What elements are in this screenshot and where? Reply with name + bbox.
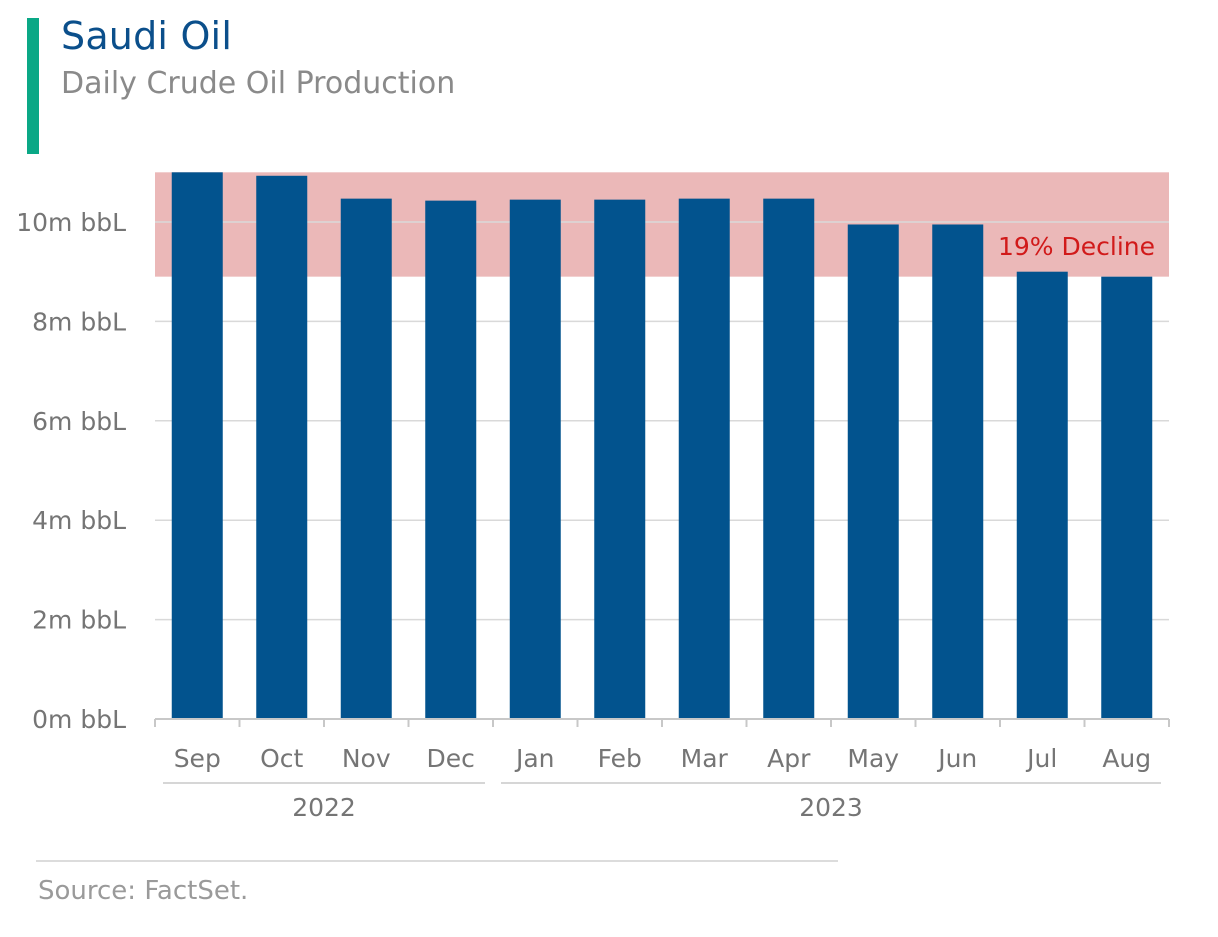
title-accent-bar bbox=[27, 18, 39, 154]
bar bbox=[509, 199, 561, 719]
bar bbox=[340, 198, 392, 720]
chart-subtitle: Daily Crude Oil Production bbox=[61, 66, 456, 101]
y-tick-label: 2m bbL bbox=[32, 606, 126, 635]
bar bbox=[1101, 276, 1153, 719]
y-tick-label: 0m bbL bbox=[32, 705, 126, 734]
x-tick-label: Feb bbox=[598, 744, 642, 773]
x-tick-label: May bbox=[847, 744, 899, 773]
x-tick-label: Oct bbox=[260, 744, 303, 773]
source-divider bbox=[36, 860, 838, 862]
bar bbox=[594, 199, 646, 719]
x-tick-label: Apr bbox=[767, 744, 811, 773]
group-label: 2022 bbox=[292, 793, 356, 822]
bar bbox=[847, 224, 899, 720]
y-tick-label: 4m bbL bbox=[32, 506, 126, 535]
x-tick-label: Jun bbox=[936, 744, 977, 773]
y-tick-label: 10m bbL bbox=[16, 208, 126, 237]
bar-chart: 0m bbL 2m bbL 4m bbL 6m bbL 8m bbL 10m bbL Sep… bbox=[16, 172, 1170, 822]
x-tick-label: Aug bbox=[1102, 744, 1151, 773]
bar bbox=[678, 198, 730, 720]
group-label: 2023 bbox=[799, 793, 863, 822]
source-note: Source: FactSet. bbox=[38, 876, 249, 906]
x-tick-label: Jan bbox=[514, 744, 555, 773]
x-tick-label: Dec bbox=[427, 744, 475, 773]
x-tick-label: Nov bbox=[342, 744, 391, 773]
y-tick-label: 8m bbL bbox=[32, 307, 126, 336]
bar bbox=[256, 175, 308, 720]
bar bbox=[1016, 271, 1068, 719]
chart-title: Saudi Oil bbox=[61, 14, 233, 58]
decline-annotation: 19% Decline bbox=[998, 232, 1155, 261]
bar bbox=[932, 224, 984, 720]
x-tick-label: Mar bbox=[681, 744, 729, 773]
bar bbox=[171, 172, 223, 720]
bar bbox=[763, 198, 815, 720]
x-tick-label: Jul bbox=[1025, 744, 1057, 773]
highlight-band bbox=[155, 172, 1169, 277]
y-tick-label: 6m bbL bbox=[32, 407, 126, 436]
bar bbox=[425, 200, 477, 719]
x-tick-label: Sep bbox=[174, 744, 221, 773]
